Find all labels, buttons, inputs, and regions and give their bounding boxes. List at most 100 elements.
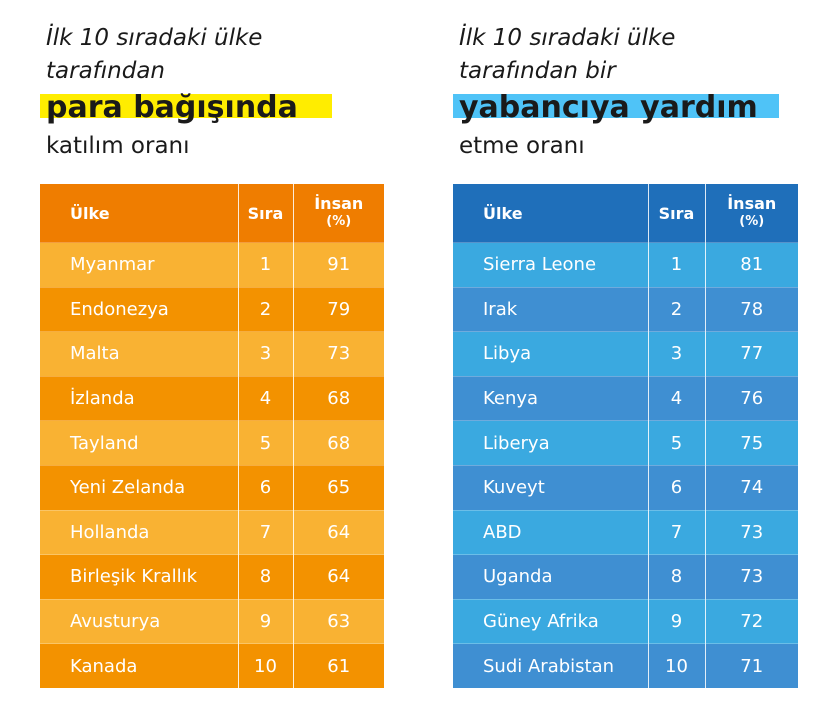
right-subtitle: etme oranı bbox=[459, 133, 585, 159]
left-country-cell: Hollanda bbox=[40, 509, 239, 555]
right-country-cell: Güney Afrika bbox=[453, 598, 649, 644]
left-pct-cell: 63 bbox=[293, 598, 384, 644]
left-header-country: Ülke bbox=[40, 183, 239, 243]
left-rank-cell: 4 bbox=[238, 375, 294, 421]
left-country-cell: Malta bbox=[40, 331, 239, 377]
right-rank-cell: 9 bbox=[648, 598, 706, 644]
left-rank-cell: 3 bbox=[238, 331, 294, 377]
left-table-row: Yeni Zelanda 6 65 bbox=[40, 464, 384, 511]
left-country-cell: Myanmar bbox=[40, 242, 239, 288]
left-highlight-bar bbox=[40, 94, 332, 118]
right-country-cell: Irak bbox=[453, 286, 649, 332]
left-heading: İlk 10 sıradaki ülke tarafından para bağ… bbox=[40, 22, 386, 160]
left-country-cell: Yeni Zelanda bbox=[40, 464, 239, 511]
left-subtitle: katılım oranı bbox=[46, 133, 190, 159]
left-rank-cell: 8 bbox=[238, 554, 294, 600]
left-title-line1: İlk 10 sıradaki ülke bbox=[46, 25, 263, 51]
left-table-header: Ülke Sıra İnsan (%) bbox=[40, 183, 384, 243]
left-rank-cell: 7 bbox=[238, 509, 294, 555]
right-table-row: Libya 3 77 bbox=[453, 331, 798, 377]
right-table-row: Güney Afrika 9 72 bbox=[453, 598, 798, 644]
right-pct-cell: 73 bbox=[705, 509, 798, 555]
right-rank-cell: 7 bbox=[648, 509, 706, 555]
left-rank-cell: 2 bbox=[238, 286, 294, 332]
right-country-cell: Uganda bbox=[453, 554, 649, 600]
right-rank-cell: 6 bbox=[648, 464, 706, 511]
right-rank-cell: 10 bbox=[648, 643, 706, 688]
right-table-row: Irak 2 78 bbox=[453, 286, 798, 332]
right-table-row: Sudi Arabistan 10 71 bbox=[453, 643, 798, 688]
left-pct-cell: 64 bbox=[293, 509, 384, 555]
right-pct-cell: 77 bbox=[705, 331, 798, 377]
left-pct-cell: 79 bbox=[293, 286, 384, 332]
right-table-row: Kenya 4 76 bbox=[453, 375, 798, 421]
left-header-rank: Sıra bbox=[238, 183, 294, 243]
right-pct-cell: 78 bbox=[705, 286, 798, 332]
left-country-cell: Avusturya bbox=[40, 598, 239, 644]
right-header-pct-unit: (%) bbox=[739, 214, 765, 229]
right-table-row: ABD 7 73 bbox=[453, 509, 798, 555]
left-table-row: Hollanda 7 64 bbox=[40, 509, 384, 555]
right-header-pct: İnsan (%) bbox=[705, 183, 798, 243]
right-title-line1: İlk 10 sıradaki ülke bbox=[459, 25, 676, 51]
left-table-row: İzlanda 4 68 bbox=[40, 375, 384, 421]
left-pct-cell: 68 bbox=[293, 420, 384, 466]
right-table-row: Liberya 5 75 bbox=[453, 420, 798, 466]
left-pct-cell: 68 bbox=[293, 375, 384, 421]
left-table-row: Birleşik Krallık 8 64 bbox=[40, 554, 384, 600]
right-rank-cell: 1 bbox=[648, 242, 706, 288]
right-table-body: Sierra Leone 1 81 Irak 2 78 Libya 3 77 Kenya 4 76 Li… bbox=[453, 242, 798, 688]
right-pct-cell: 75 bbox=[705, 420, 798, 466]
right-country-cell: Liberya bbox=[453, 420, 649, 466]
left-header-pct-unit: (%) bbox=[326, 214, 352, 229]
right-country-cell: ABD bbox=[453, 509, 649, 555]
left-rank-cell: 1 bbox=[238, 242, 294, 288]
right-country-cell: Kenya bbox=[453, 375, 649, 421]
right-pct-cell: 72 bbox=[705, 598, 798, 644]
left-table-row: Kanada 10 61 bbox=[40, 643, 384, 688]
left-country-cell: Birleşik Krallık bbox=[40, 554, 239, 600]
left-table-row: Avusturya 9 63 bbox=[40, 598, 384, 644]
left-country-cell: Tayland bbox=[40, 420, 239, 466]
right-rank-cell: 3 bbox=[648, 331, 706, 377]
right-header-rank: Sıra bbox=[648, 183, 706, 243]
left-pct-cell: 64 bbox=[293, 554, 384, 600]
left-pct-cell: 65 bbox=[293, 464, 384, 511]
right-highlight-bar bbox=[453, 94, 779, 118]
right-highlight: yabancıya yardım bbox=[453, 90, 799, 132]
left-table-body: Myanmar 1 91 Endonezya 2 79 Malta 3 73 İzlanda 4 68… bbox=[40, 242, 384, 688]
right-pct-cell: 73 bbox=[705, 554, 798, 600]
left-rank-cell: 9 bbox=[238, 598, 294, 644]
left-table-row: Malta 3 73 bbox=[40, 331, 384, 377]
left-header-pct: İnsan (%) bbox=[293, 183, 384, 243]
right-rank-cell: 5 bbox=[648, 420, 706, 466]
left-rank-cell: 5 bbox=[238, 420, 294, 466]
right-table-row: Sierra Leone 1 81 bbox=[453, 242, 798, 288]
right-table-row: Kuveyt 6 74 bbox=[453, 464, 798, 511]
right-country-cell: Kuveyt bbox=[453, 464, 649, 511]
right-highlight-text: yabancıya yardım bbox=[459, 90, 758, 125]
right-country-cell: Sierra Leone bbox=[453, 242, 649, 288]
right-pct-cell: 74 bbox=[705, 464, 798, 511]
left-country-cell: Kanada bbox=[40, 643, 239, 688]
right-country-cell: Libya bbox=[453, 331, 649, 377]
right-pct-cell: 81 bbox=[705, 242, 798, 288]
right-table-row: Uganda 8 73 bbox=[453, 554, 798, 600]
right-table-header: Ülke Sıra İnsan (%) bbox=[453, 183, 798, 243]
right-title-line2: tarafından bir bbox=[459, 58, 616, 84]
left-country-cell: Endonezya bbox=[40, 286, 239, 332]
left-ranking-table: Ülke Sıra İnsan (%) Myanmar 1 91 Endonezya 2… bbox=[40, 183, 384, 688]
right-heading: İlk 10 sıradaki ülke tarafından bir yaba… bbox=[453, 22, 799, 160]
left-rank-cell: 10 bbox=[238, 643, 294, 688]
left-pct-cell: 61 bbox=[293, 643, 384, 688]
left-highlight-text: para bağışında bbox=[46, 90, 298, 125]
left-header-pct-main: İnsan bbox=[314, 194, 364, 213]
left-table-row: Endonezya 2 79 bbox=[40, 286, 384, 332]
left-country-cell: İzlanda bbox=[40, 375, 239, 421]
left-table-row: Tayland 5 68 bbox=[40, 420, 384, 466]
right-header-country: Ülke bbox=[453, 183, 649, 243]
left-pct-cell: 73 bbox=[293, 331, 384, 377]
left-pct-cell: 91 bbox=[293, 242, 384, 288]
right-rank-cell: 8 bbox=[648, 554, 706, 600]
right-rank-cell: 4 bbox=[648, 375, 706, 421]
